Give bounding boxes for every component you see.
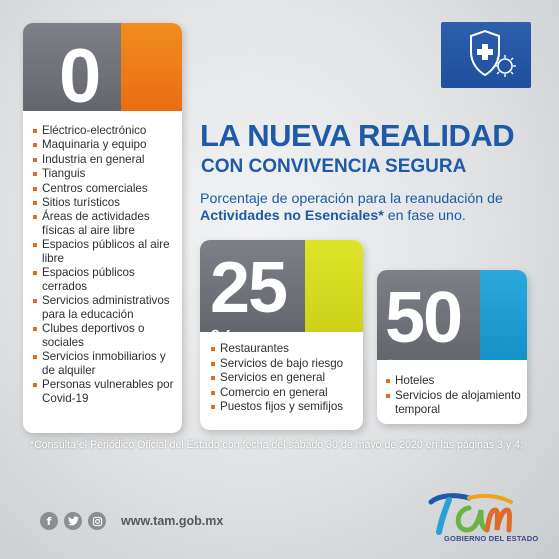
facebook-icon[interactable]: f [40, 512, 58, 530]
list-item: Maquinaria y equipo [33, 138, 178, 152]
description-text: Porcentaje de operación para la reanudac… [200, 191, 535, 225]
headline-subtitle: CON CONVIVENCIA SEGURA [201, 156, 467, 177]
card-50-percent: 50% Hoteles Servicios de alojamiento tem… [377, 270, 527, 424]
card-25-percent: 25% Restaurantes Servicios de bajo riesg… [200, 240, 363, 430]
percent-value: 50% [385, 282, 480, 384]
percent-symbol: % [385, 354, 410, 385]
twitter-icon[interactable] [64, 512, 82, 530]
list-item: Hoteles [386, 374, 524, 388]
percent-value: 0% [59, 39, 121, 147]
percent-number: 50 [385, 278, 463, 358]
list-item: Industria en general [33, 153, 178, 167]
card-header-gray: 0% [23, 23, 121, 147]
card-header-gray: 50% [377, 270, 480, 384]
list-item: Servicios de bajo riesgo [211, 357, 361, 372]
activity-list: Hoteles Servicios de alojamiento tempora… [386, 374, 524, 418]
list-item: Áreas de actividades físicas al aire lib… [33, 210, 178, 237]
list-item: Eléctrico-electrónico [33, 124, 178, 138]
activity-list: Eléctrico-electrónico Maquinaria y equip… [33, 124, 178, 406]
card-header-accent [121, 23, 182, 111]
list-item: Comercio en general [211, 386, 361, 401]
percent-number: 25 [210, 248, 288, 328]
logo-caption: GOBIERNO DEL ESTADO [444, 534, 539, 543]
description-before: Porcentaje de operación para la reanudac… [200, 191, 503, 207]
tam-logo-graphic [428, 493, 513, 535]
website-link[interactable]: www.tam.gob.mx [121, 514, 224, 528]
list-item: Restaurantes [211, 342, 361, 357]
list-item: Tianguis [33, 167, 178, 181]
list-item: Servicios administrativos para la educac… [33, 294, 178, 321]
list-item: Servicios de alojamiento temporal [386, 389, 524, 417]
footnote: *Consulta el Periódico Oficial del Estad… [30, 439, 523, 451]
description-after: en fase uno. [387, 208, 466, 224]
list-item: Servicios en general [211, 371, 361, 386]
percent-value: 25% [210, 252, 305, 354]
list-item: Servicios inmobiliarios y de alquiler [33, 350, 178, 377]
shield-virus-badge [441, 22, 531, 88]
list-item: Espacios públicos al aire libre [33, 238, 178, 265]
list-item: Espacios públicos cerrados [33, 266, 178, 293]
list-item: Centros comerciales [33, 182, 178, 196]
description-bold: Actividades no Esenciales* [200, 208, 384, 224]
list-item: Sitios turísticos [33, 196, 178, 210]
list-item: Personas vulnerables por Covid-19 [33, 378, 178, 405]
percent-number: 0 [59, 34, 101, 119]
instagram-icon[interactable] [88, 512, 106, 530]
card-header-accent [480, 270, 527, 360]
list-item: Puestos fijos y semifijos [211, 400, 361, 415]
card-header-gray: 25% [200, 240, 305, 354]
tam-logo [425, 492, 540, 548]
card-header-accent [305, 240, 363, 332]
card-0-percent: 0% Eléctrico-electrónico Maquinaria y eq… [23, 23, 182, 433]
headline-title: LA NUEVA REALIDAD [200, 118, 515, 153]
card-header: 0% [23, 23, 182, 147]
list-item: Clubes deportivos o sociales [33, 322, 178, 349]
shield-virus-icon [470, 29, 516, 77]
percent-symbol: % [59, 115, 86, 148]
activity-list: Restaurantes Servicios de bajo riesgo Se… [211, 342, 361, 415]
